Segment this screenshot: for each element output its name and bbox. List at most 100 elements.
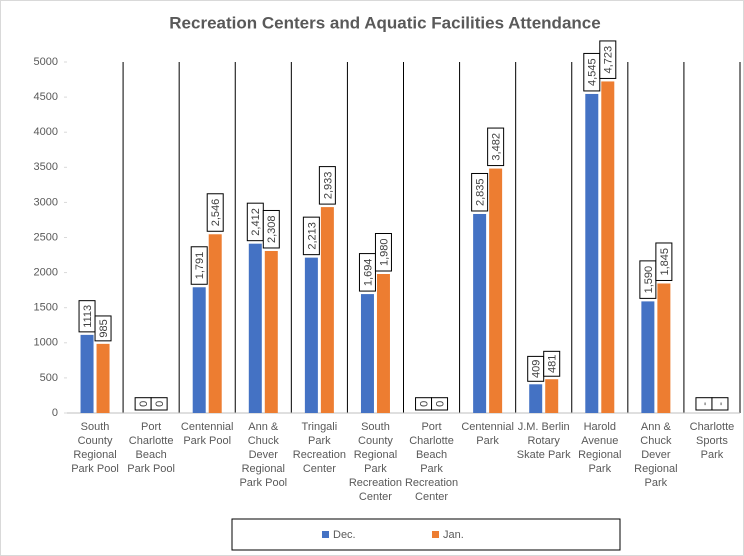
data-label-group: 1,590	[639, 260, 657, 299]
data-label-group: 1,845	[655, 242, 673, 281]
y-tick-label: 500	[40, 372, 58, 384]
data-label: 409	[531, 360, 543, 378]
data-label: 1,694	[362, 259, 374, 287]
data-label-box	[150, 397, 168, 411]
bar	[585, 93, 599, 413]
data-label-group: 2,213	[302, 216, 320, 256]
data-label-box	[358, 253, 376, 292]
legend-label: Dec.	[333, 529, 356, 541]
data-label-box	[599, 40, 617, 79]
data-label-group: 409	[527, 355, 545, 382]
data-label: 481	[547, 355, 559, 373]
data-label-box	[262, 209, 280, 249]
data-label-group: 1,791	[190, 246, 208, 285]
x-tick-label: Charlotte Sports Park	[689, 421, 735, 461]
x-tick-label: J.M. Berlin Rotary Skate Park	[516, 421, 571, 461]
data-label-group: -	[695, 397, 713, 411]
data-label-group: 1,694	[358, 253, 376, 292]
data-label-box	[318, 166, 336, 205]
bar	[248, 243, 262, 413]
x-tick-label: South County Regional Park Pool	[71, 421, 119, 475]
bar	[208, 234, 222, 413]
bar	[489, 168, 503, 413]
data-label: 1113	[82, 305, 94, 328]
data-label: 2,933	[322, 172, 334, 200]
data-label: 0	[154, 401, 166, 407]
data-label-box	[487, 127, 505, 167]
data-label-box	[543, 350, 561, 377]
x-tick-label: Tringali Park Recreation Center	[292, 421, 346, 475]
bar	[545, 379, 559, 413]
x-tick-label: Ann & Chuck Dever Regional Park	[634, 421, 678, 489]
data-label-group: 2,546	[206, 193, 224, 232]
data-label: 0	[434, 401, 446, 407]
y-tick-label: 3000	[34, 196, 58, 208]
bar	[360, 294, 374, 413]
bar	[96, 343, 110, 413]
data-label-group: 0	[431, 397, 449, 411]
data-label-box	[431, 397, 449, 411]
y-tick-label: 2500	[34, 231, 58, 243]
data-label-group: 2,835	[471, 172, 489, 212]
data-label: 1,590	[643, 266, 655, 294]
chart-title: Recreation Centers and Aquatic Facilitie…	[169, 13, 600, 32]
x-tick-label: South County Regional Park Recreation Ce…	[348, 421, 403, 503]
data-label-group: 0	[415, 397, 433, 411]
data-label: -	[699, 402, 711, 406]
data-label-group: 481	[543, 350, 561, 377]
y-tick-label: 0	[52, 407, 58, 419]
data-label-group: -	[711, 397, 729, 411]
bar	[601, 81, 615, 413]
x-tick-label: Harold Avenue Regional Park	[578, 421, 622, 475]
data-label-group: 985	[94, 315, 112, 342]
data-label-group: 4,723	[599, 40, 617, 79]
data-label-box	[190, 246, 208, 285]
y-tick-label: 5000	[34, 56, 58, 68]
data-label-box	[711, 397, 729, 411]
x-tick-label: Port Charlotte Beach Park Pool	[127, 421, 175, 475]
x-tick-label: Port Charlotte Beach Park Recreation Cen…	[404, 421, 459, 503]
data-label-group: 0	[134, 397, 152, 411]
data-label: 2,835	[475, 178, 487, 206]
bar	[473, 213, 487, 413]
data-label: 0	[138, 401, 150, 407]
bar	[304, 257, 318, 413]
bar	[80, 334, 94, 413]
data-label: -	[715, 402, 727, 406]
data-label: 985	[98, 319, 110, 337]
bar	[320, 207, 334, 413]
legend-swatch	[432, 531, 439, 538]
data-label: 1,791	[194, 252, 206, 280]
legend-label: Jan.	[443, 529, 464, 541]
data-label-box	[374, 233, 392, 272]
data-label-group: 2,412	[246, 202, 264, 242]
data-label-group: 0	[150, 397, 168, 411]
bar	[529, 384, 543, 413]
data-label: 2,308	[266, 215, 278, 243]
data-label-box	[206, 193, 224, 232]
data-label-group: 1113	[78, 300, 96, 333]
data-label: 1,845	[659, 248, 671, 276]
data-label: 3,482	[491, 133, 503, 161]
bar	[657, 283, 671, 413]
y-tick-label: 1500	[34, 302, 58, 314]
data-label-box	[302, 216, 320, 256]
legend-swatch	[322, 531, 329, 538]
data-label-box	[471, 172, 489, 212]
x-tick-label: Centennial Park	[461, 421, 514, 447]
y-tick-label: 4500	[34, 91, 58, 103]
y-tick-label: 3500	[34, 161, 58, 173]
bar	[641, 301, 655, 413]
data-label: 4,723	[603, 46, 615, 74]
data-label: 2,213	[306, 222, 318, 250]
x-tick-label: Centennial Park Pool	[180, 421, 234, 447]
data-label-group: 2,308	[262, 209, 280, 249]
x-tick-label: Ann & Chuck Dever Regional Park Pool	[239, 421, 288, 489]
bar	[376, 274, 390, 413]
data-label: 2,412	[250, 208, 262, 236]
y-tick-label: 1000	[34, 337, 58, 349]
data-label: 4,545	[587, 58, 599, 86]
data-label-group: 2,933	[318, 166, 336, 205]
